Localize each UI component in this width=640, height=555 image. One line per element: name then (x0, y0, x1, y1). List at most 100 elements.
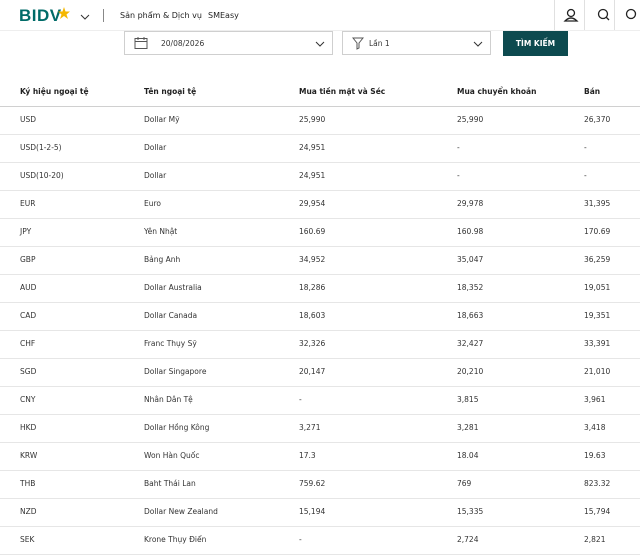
table-cell: JPY (20, 227, 32, 236)
search-icon[interactable] (584, 0, 627, 30)
logo[interactable]: BIDV (19, 6, 62, 25)
session-select[interactable] (342, 31, 491, 55)
table-cell: 18,603 (299, 311, 326, 320)
table-cell: Franc Thụy Sỹ (144, 339, 197, 348)
row-line (0, 190, 640, 191)
row-line (0, 386, 640, 387)
search-button[interactable]: TÌM KIẾM (503, 31, 568, 56)
table-cell: HKD (20, 423, 37, 432)
table-cell: 31,395 (584, 199, 611, 208)
row-line (0, 246, 640, 247)
table-cell: CHF (20, 339, 36, 348)
table-cell: Dollar Singapore (144, 367, 207, 376)
top-bar (0, 0, 640, 31)
table-cell: CAD (20, 311, 37, 320)
table-cell: 34,952 (299, 255, 326, 264)
column-header: Ký hiệu ngoại tệ (20, 87, 89, 96)
table-cell: 17.3 (299, 451, 316, 460)
row-line (0, 162, 640, 163)
table-cell: Euro (144, 199, 161, 208)
table-cell: 20,210 (457, 367, 484, 376)
table-cell: Dollar Canada (144, 311, 198, 320)
table-cell: 20,147 (299, 367, 326, 376)
row-line (0, 498, 640, 499)
table-cell: NZD (20, 507, 37, 516)
table-cell: 25,990 (457, 115, 484, 124)
row-line (0, 526, 640, 527)
chevron (315, 41, 325, 47)
nav-link[interactable]: Sản phẩm & Dịch vụ (120, 11, 202, 20)
table-cell: 26,370 (584, 115, 611, 124)
chevron (473, 41, 483, 47)
table-cell: Dollar (144, 171, 167, 180)
table-cell: 160.98 (457, 227, 484, 236)
filter-icon (352, 37, 364, 50)
column-header: Mua tiền mặt và Séc (299, 87, 386, 96)
table-cell: EUR (20, 199, 36, 208)
table-cell: 3,418 (584, 423, 606, 432)
date-picker[interactable] (124, 31, 333, 55)
table-cell: 24,951 (299, 143, 326, 152)
calendar-icon (134, 37, 148, 49)
table-cell: 19,351 (584, 311, 611, 320)
column-header: Bán (584, 87, 601, 96)
table-cell: USD (20, 115, 37, 124)
row-line (0, 358, 640, 359)
table-cell: 2,724 (457, 535, 479, 544)
table-cell: 769 (457, 479, 472, 488)
table-cell: Krone Thụy Điển (144, 535, 207, 544)
table-cell: 32,427 (457, 339, 484, 348)
table-cell: 18,352 (457, 283, 484, 292)
table-cell: 18,286 (299, 283, 326, 292)
table-cell: SEK (20, 535, 35, 544)
table-cell: Yên Nhật (144, 227, 178, 236)
table-cell: 15,194 (299, 507, 326, 516)
table-cell: 29,978 (457, 199, 484, 208)
table-cell: Dollar Hồng Kông (144, 423, 210, 432)
row-line (0, 442, 640, 443)
table-cell: 160.69 (299, 227, 326, 236)
table-cell: USD(1-2-5) (20, 143, 62, 152)
row-line (0, 218, 640, 219)
table-cell: USD(10-20) (20, 171, 64, 180)
logo-star (58, 7, 70, 19)
table-cell: 24,951 (299, 171, 326, 180)
header-line (0, 106, 640, 107)
table-cell: AUD (20, 283, 37, 292)
table-cell: 19,051 (584, 283, 611, 292)
nav-link[interactable]: SMEasy (208, 11, 239, 20)
logo-chevron[interactable] (80, 13, 90, 21)
table-cell: 3,281 (457, 423, 479, 432)
row-line (0, 330, 640, 331)
table-cell: - (299, 395, 302, 404)
table-cell: 21,010 (584, 367, 611, 376)
account-icon[interactable] (554, 0, 597, 30)
table-cell: 3,815 (457, 395, 479, 404)
table-cell: 29,954 (299, 199, 326, 208)
table-cell: THB (20, 479, 36, 488)
table-cell: - (299, 535, 302, 544)
table-cell: 15,794 (584, 507, 611, 516)
table-cell: KRW (20, 451, 38, 460)
table-cell: 18.04 (457, 451, 479, 460)
row-line (0, 470, 640, 471)
row-line (0, 414, 640, 415)
table-cell: 18,663 (457, 311, 484, 320)
table-cell: 19.63 (584, 451, 606, 460)
table-cell: 759.62 (299, 479, 326, 488)
session-value: Lần 1 (369, 39, 390, 48)
table-cell: 35,047 (457, 255, 484, 264)
menu-icon[interactable] (614, 0, 640, 30)
table-cell: GBP (20, 255, 36, 264)
table-cell: 170.69 (584, 227, 611, 236)
table-cell: Dollar Mỹ (144, 115, 180, 124)
row-line (0, 274, 640, 275)
table-cell: 823.32 (584, 479, 611, 488)
table-cell: - (584, 171, 587, 180)
column-header: Tên ngoại tệ (144, 87, 197, 96)
table-cell: 32,326 (299, 339, 326, 348)
table-cell: Dollar New Zealand (144, 507, 218, 516)
table-cell: 36,259 (584, 255, 611, 264)
table-cell: Dollar (144, 143, 167, 152)
table-cell: CNY (20, 395, 36, 404)
